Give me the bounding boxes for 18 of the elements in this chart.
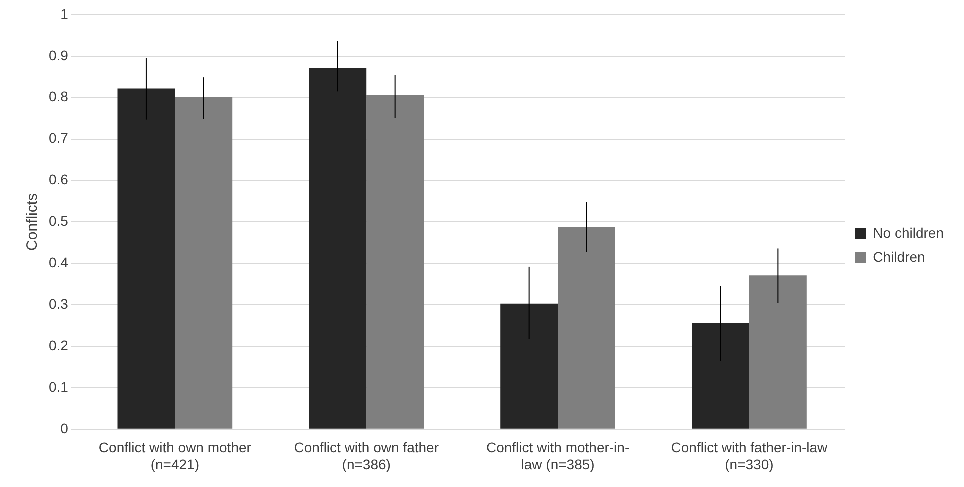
y-tick-label: 0.4 [48,254,69,270]
y-tick-label: 0.2 [48,337,69,354]
y-tick-label: 0.6 [48,172,69,188]
y-tick-label: 0.3 [48,296,69,312]
legend-label: Children [873,248,926,265]
x-tick-label: Conflict with own father (n=386) [294,440,440,472]
y-tick-label: 1 [60,6,69,22]
y-axis-title: Conflicts [24,193,42,251]
y-tick-label: 0.7 [48,130,69,146]
x-tick-label: Conflict with own mother (n=421) [98,440,252,472]
y-tick-label: 0.5 [48,213,69,230]
x-tick-label: Conflict with father-in-law (n=330) [671,440,829,472]
y-tick-label: 0.8 [48,88,69,105]
y-tick-label: 0 [60,420,69,436]
legend-label: No children [873,224,944,241]
y-tick-label: 0.1 [48,378,69,395]
x-tick-label: Conflict with mother-in-law (n=385) [486,440,630,472]
y-tick-label: 0.9 [48,47,69,64]
